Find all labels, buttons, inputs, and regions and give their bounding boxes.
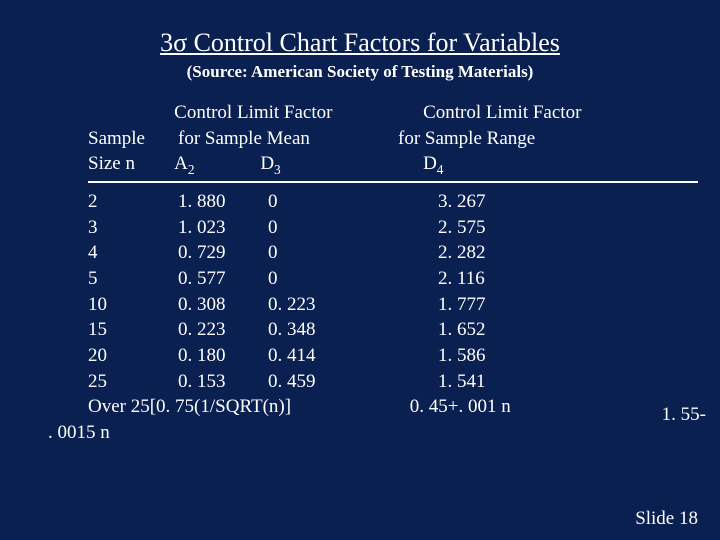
cell-n: 5 [88, 266, 178, 292]
cell-d3: 0. 348 [268, 317, 438, 343]
table-row: 100. 3080. 2231. 777 [88, 292, 672, 318]
cell-d4: 1. 652 [438, 317, 558, 343]
hdr-size-n: Size n [88, 151, 174, 179]
hdr-range-label: for Sample Range [398, 126, 658, 152]
cell-a2: 0. 180 [178, 343, 268, 369]
overflow-d4-over25: 1. 55- [662, 404, 706, 426]
slide-number: Slide 18 [635, 508, 698, 530]
cell-a2: 0. 308 [178, 292, 268, 318]
cell-d3: 0 [268, 266, 438, 292]
hdr-mean-label: for Sample Mean [178, 126, 398, 152]
cell-a2: 0. 729 [178, 240, 268, 266]
cell-d4: 3. 267 [438, 189, 558, 215]
table-row: 21. 88003. 267 [88, 189, 672, 215]
cell-n: 20 [88, 343, 178, 369]
header-rule [88, 181, 698, 183]
table-row: 200. 1800. 4141. 586 [88, 343, 672, 369]
cell-n: 25 [88, 369, 178, 395]
hdr-a2: A2 [174, 151, 260, 179]
hdr-mean-group-label: Control Limit Factor [174, 100, 423, 126]
cell-d3: 0 [268, 240, 438, 266]
cell-d3: 0 [268, 215, 438, 241]
cell-a2: 1. 023 [178, 215, 268, 241]
table-row: 150. 2230. 3481. 652 [88, 317, 672, 343]
cell-a2: 0. 223 [178, 317, 268, 343]
cell-d4: 2. 116 [438, 266, 558, 292]
cell-n: 3 [88, 215, 178, 241]
cell-mid-over25: [0. 75(1/SQRT(n)] [150, 394, 410, 420]
slide-subtitle: (Source: American Society of Testing Mat… [48, 62, 672, 82]
cell-d4: 2. 282 [438, 240, 558, 266]
table-row: 50. 57702. 116 [88, 266, 672, 292]
cell-d4-over25: 0. 45+. 001 n [410, 394, 511, 420]
cell-a2: 1. 880 [178, 189, 268, 215]
header-row-2: Sample for Sample Mean for Sample Range [88, 126, 672, 152]
cell-n: 10 [88, 292, 178, 318]
cell-n: 4 [88, 240, 178, 266]
cell-n: 15 [88, 317, 178, 343]
data-rows: 21. 88003. 26731. 02302. 57540. 72902. 2… [88, 189, 672, 394]
cell-d3: 0. 414 [268, 343, 438, 369]
cell-a2: 0. 577 [178, 266, 268, 292]
wrap-continuation: . 0015 n [48, 420, 672, 446]
header-row-3: Size n A2 D3 D4 [88, 151, 672, 179]
slide: 3σ Control Chart Factors for Variables (… [0, 0, 720, 540]
cell-d4: 1. 541 [438, 369, 558, 395]
cell-d4: 1. 777 [438, 292, 558, 318]
hdr-d3: D3 [260, 151, 423, 179]
hdr-range-group-label: Control Limit Factor [423, 100, 672, 126]
cell-d3: 0. 223 [268, 292, 438, 318]
cell-d3: 0 [268, 189, 438, 215]
cell-d4: 2. 575 [438, 215, 558, 241]
slide-title: 3σ Control Chart Factors for Variables [48, 28, 672, 58]
hdr-d4: D4 [423, 151, 672, 179]
cell-a2: 0. 153 [178, 369, 268, 395]
table-row-over25: Over 25 [0. 75(1/SQRT(n)] 0. 45+. 001 n [88, 394, 672, 420]
cell-n: 2 [88, 189, 178, 215]
table-row: 250. 1530. 4591. 541 [88, 369, 672, 395]
cell-d3: 0. 459 [268, 369, 438, 395]
hdr-sample: Sample [88, 126, 178, 152]
table-area: Control Limit Factor Control Limit Facto… [48, 100, 672, 445]
header-row-1: Control Limit Factor Control Limit Facto… [88, 100, 672, 126]
table-row: 40. 72902. 282 [88, 240, 672, 266]
table-row: 31. 02302. 575 [88, 215, 672, 241]
cell-d4: 1. 586 [438, 343, 558, 369]
cell-n-over25: Over 25 [88, 394, 150, 420]
